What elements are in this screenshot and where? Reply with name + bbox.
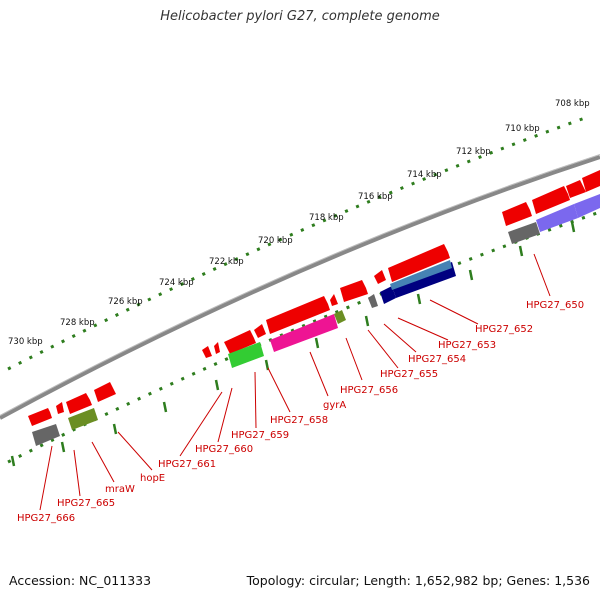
gene-arrow	[66, 393, 92, 414]
gene-arrow	[582, 170, 600, 192]
gene-arrow	[202, 346, 212, 358]
scale-label: 724 kbp	[159, 278, 194, 288]
scale-label: 726 kbp	[108, 297, 143, 307]
genome-backbone	[0, 155, 600, 420]
feature-navy	[380, 286, 396, 304]
scale-label: 712 kbp	[456, 147, 491, 157]
gene-arrow	[502, 202, 532, 226]
feature-steelblue	[390, 260, 452, 290]
feature-gray	[368, 294, 378, 308]
scale-label: 714 kbp	[407, 170, 442, 180]
gene-label: HPG27_652	[475, 324, 533, 335]
gene-label: HPG27_654	[408, 354, 466, 365]
major-ticks	[10, 221, 576, 467]
gene-label: hopE	[140, 473, 165, 484]
gene-label: mraW	[105, 484, 135, 495]
gene-label: HPG27_665	[57, 498, 115, 509]
gene-label: HPG27_658	[270, 415, 328, 426]
gene-arrow	[330, 294, 338, 306]
feature-gray	[32, 424, 60, 446]
gene-label: HPG27_653	[438, 340, 496, 351]
gene-label: HPG27_661	[158, 459, 216, 470]
gene-arrow	[254, 324, 266, 338]
gene-label: HPG27_655	[380, 369, 438, 380]
feature-slate	[574, 194, 600, 218]
feature-gray	[508, 222, 540, 244]
scale-label: 716 kbp	[358, 192, 393, 202]
gene-label: HPG27_660	[195, 444, 253, 455]
gene-arrow	[566, 180, 586, 198]
gene-arrow	[532, 186, 570, 214]
scale-label: 708 kbp	[555, 99, 590, 109]
features	[32, 194, 600, 446]
scale-label: 720 kbp	[258, 236, 293, 246]
gene-arrow	[94, 382, 116, 402]
scale-label: 710 kbp	[505, 124, 540, 134]
gene-arrow	[224, 330, 256, 354]
callout-lines	[39, 253, 551, 511]
feature-green	[228, 342, 264, 368]
feature-olive	[68, 408, 98, 430]
gene-arrow	[266, 296, 330, 334]
gene-label: HPG27_666	[17, 513, 75, 524]
forward-genes	[28, 170, 600, 426]
scale-label: 718 kbp	[309, 213, 344, 223]
gene-arrow	[28, 408, 52, 426]
accession-label: Accession: NC_011333	[9, 573, 152, 588]
gene-arrow	[214, 342, 220, 354]
map-title: Helicobacter pylori G27, complete genome	[160, 9, 440, 24]
gene-arrow	[340, 280, 368, 302]
scale-label: 722 kbp	[209, 257, 244, 267]
scale-label: 730 kbp	[8, 337, 43, 347]
gene-arrow	[374, 270, 386, 284]
feature-magenta	[270, 314, 338, 352]
gene-label: HPG27_656	[340, 385, 398, 396]
feature-olive	[334, 310, 346, 324]
gene-label: HPG27_659	[231, 430, 289, 441]
gene-arrow	[388, 244, 450, 282]
genome-summary: Topology: circular; Length: 1,652,982 bp…	[246, 573, 590, 588]
gene-label: HPG27_650	[526, 300, 584, 311]
gene-label: gyrA	[323, 400, 346, 411]
feature-slate	[536, 204, 578, 232]
scale-label: 728 kbp	[60, 318, 95, 328]
gene-arrow	[56, 402, 64, 414]
